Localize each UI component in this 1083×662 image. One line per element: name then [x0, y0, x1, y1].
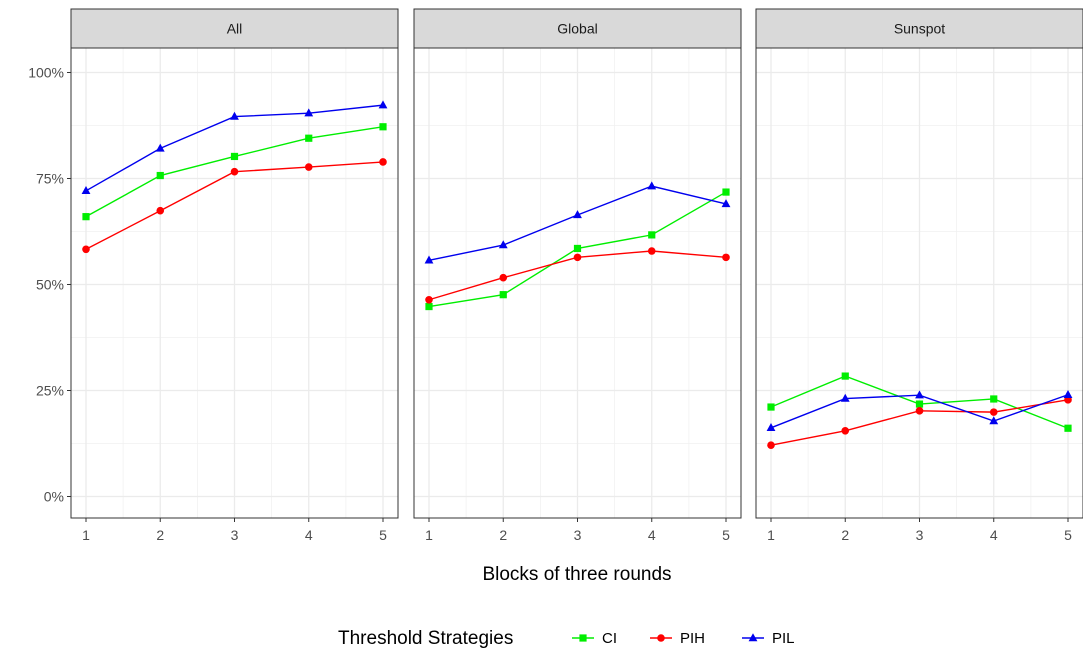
facet-strip-label: Sunspot	[894, 21, 945, 37]
legend-key-marker-pil	[748, 633, 758, 642]
data-point-ci	[573, 244, 582, 253]
y-tick-label: 50%	[36, 277, 64, 293]
data-point-pil	[915, 390, 924, 399]
x-tick-label: 4	[305, 527, 313, 543]
data-point-pih	[989, 408, 998, 416]
data-point-pil	[81, 185, 91, 194]
data-point-ci	[82, 213, 90, 221]
data-point-pih	[841, 426, 850, 435]
data-point-pil	[378, 100, 388, 109]
legend-title: Threshold Strategies	[338, 628, 513, 649]
facet-strip	[755, 8, 1083, 49]
data-point-pih	[647, 247, 656, 255]
data-point-pih	[767, 441, 775, 449]
data-point-pil	[424, 255, 434, 264]
data-point-ci	[305, 134, 313, 142]
x-tick-label: 2	[156, 527, 164, 543]
data-point-ci	[425, 302, 433, 311]
x-tick-label: 2	[841, 527, 849, 543]
data-point-pih	[82, 245, 90, 254]
data-point-pih	[915, 407, 924, 415]
data-point-pih	[499, 273, 508, 282]
data-point-pih	[425, 295, 433, 304]
legend-label-pil: PIL	[772, 630, 795, 647]
data-point-ci	[499, 291, 507, 299]
data-point-pil	[498, 240, 508, 249]
data-point-pil	[304, 108, 314, 117]
y-tick-label: 100%	[28, 65, 64, 81]
x-tick-label: 3	[916, 527, 924, 543]
data-point-ci	[1064, 424, 1072, 432]
data-point-pih	[379, 158, 387, 166]
x-tick-label: 1	[82, 527, 90, 543]
data-point-pil	[1063, 389, 1073, 398]
y-tick-label: 0%	[44, 489, 64, 505]
x-tick-label: 4	[990, 527, 998, 543]
data-point-pih	[722, 253, 730, 262]
data-point-pih	[156, 206, 165, 215]
x-tick-label: 4	[648, 527, 656, 543]
legend: Threshold Strategies CI PIH PIL	[338, 628, 795, 649]
facet-strip	[413, 8, 742, 49]
data-point-pil	[573, 210, 582, 219]
data-point-ci	[230, 152, 239, 161]
x-tick-label: 1	[767, 527, 775, 543]
data-point-pil	[155, 143, 165, 152]
x-tick-label: 2	[499, 527, 507, 543]
data-point-pih	[230, 167, 239, 176]
facet-strip-label: Global	[557, 21, 597, 37]
data-point-ci	[379, 123, 387, 131]
facet-panel-sunspot: Sunspot 1 2 3 4 5	[755, 8, 1083, 543]
data-point-pil	[721, 199, 731, 208]
facet-strip	[70, 8, 399, 49]
legend-key-marker-ci	[579, 634, 587, 642]
data-point-pih	[304, 163, 313, 171]
data-point-pil	[230, 111, 239, 120]
x-tick-label: 5	[379, 527, 387, 543]
x-tick-label: 3	[231, 527, 239, 543]
data-point-ci	[722, 188, 730, 196]
facet-strip-label: All	[227, 21, 243, 37]
legend-label-pih: PIH	[680, 630, 705, 647]
legend-key-marker-pih	[657, 634, 665, 642]
data-point-ci	[767, 403, 775, 411]
data-point-pil	[766, 423, 776, 432]
x-tick-label: 3	[574, 527, 582, 543]
x-axis-title: Blocks of three rounds	[482, 564, 671, 585]
data-point-ci	[990, 395, 998, 403]
data-point-pil	[647, 181, 657, 190]
facet-panel-global: Global 1 2 3 4 5	[413, 8, 742, 543]
data-point-pih	[573, 253, 582, 262]
legend-label-ci: CI	[602, 630, 617, 647]
x-tick-label: 5	[722, 527, 730, 543]
y-tick-label: 75%	[36, 171, 64, 187]
data-point-ci	[841, 372, 849, 380]
data-point-ci	[156, 171, 164, 180]
data-point-ci	[648, 231, 656, 239]
y-tick-label: 25%	[36, 383, 64, 399]
x-tick-label: 1	[425, 527, 433, 543]
data-point-pil	[840, 393, 850, 402]
data-point-pil	[989, 416, 999, 425]
x-tick-label: 5	[1064, 527, 1072, 543]
data-point-ci	[915, 400, 924, 408]
